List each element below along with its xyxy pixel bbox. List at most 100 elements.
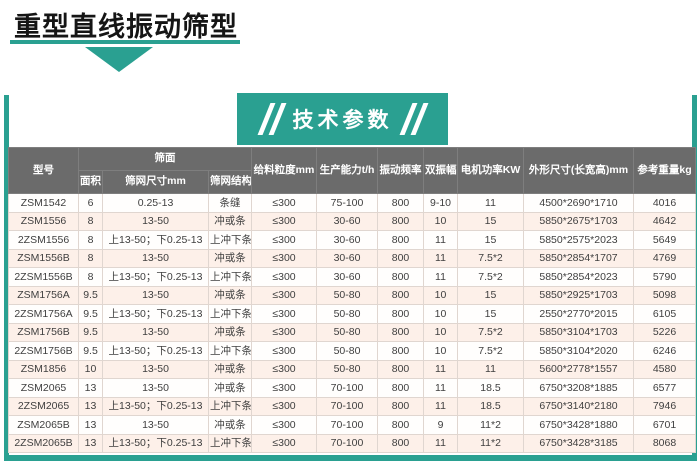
table-cell: 70-100 xyxy=(316,396,378,416)
table-cell: 9 xyxy=(423,415,458,435)
table-cell: 冲或条 xyxy=(208,322,252,342)
table-cell: 10 xyxy=(423,285,458,305)
table-cell: 10 xyxy=(423,304,458,324)
table-cell: 70-100 xyxy=(316,433,378,453)
table-cell: ZSM2065B xyxy=(8,415,79,435)
table-cell: 5850*2675*1703 xyxy=(523,211,634,231)
table-cell: 10 xyxy=(423,211,458,231)
table-cell: ZSM2065 xyxy=(8,378,79,398)
table-cell: 800 xyxy=(377,211,424,231)
table-cell: 6750*3428*1880 xyxy=(523,415,634,435)
table-cell: ZSM1556B xyxy=(8,248,79,268)
table-cell: 18.5 xyxy=(457,396,524,416)
table-row: 2ZSM1556B 8 上13-50；下0.25-13 上冲下条 ≤300 30-60 80… xyxy=(8,267,696,287)
table-cell: 冲或条 xyxy=(208,285,252,305)
table-cell: 800 xyxy=(377,304,424,324)
table-cell: 5649 xyxy=(633,230,696,250)
table-row: ZSM1556 8 13-50 冲或条 ≤300 30-60 800 10 15 5850*267… xyxy=(8,211,696,231)
table-cell: 2ZSM2065B xyxy=(8,433,79,453)
table-cell: 7.5*2 xyxy=(457,267,524,287)
table-cell: 2ZSM1556 xyxy=(8,230,79,250)
table-cell: 9.5 xyxy=(78,322,103,342)
down-arrow-icon xyxy=(85,47,153,72)
header-frequency: 振动频率 xyxy=(377,147,424,194)
table-cell: 上13-50；下0.25-13 xyxy=(102,433,209,453)
table-cell: 5226 xyxy=(633,322,696,342)
table-cell: 11 xyxy=(423,396,458,416)
table-cell: 800 xyxy=(377,285,424,305)
table-cell: 4580 xyxy=(633,359,696,379)
table-cell: 800 xyxy=(377,322,424,342)
table-cell: ≤300 xyxy=(251,285,317,305)
table-cell: 5850*3104*1703 xyxy=(523,322,634,342)
table-cell: ≤300 xyxy=(251,193,317,213)
table-cell: 50-80 xyxy=(316,359,378,379)
table-cell: 11 xyxy=(423,248,458,268)
table-row: ZSM1542 6 0.25-13 条缝 ≤300 75-100 800 9-10 11 4500… xyxy=(8,193,696,213)
header-model: 型号 xyxy=(8,147,79,194)
table-cell: 冲或条 xyxy=(208,211,252,231)
table-row: ZSM1556B 8 13-50 冲或条 ≤300 30-60 800 11 7.5*2 5850… xyxy=(8,248,696,268)
table-cell: 800 xyxy=(377,193,424,213)
header-dimensions: 外形尺寸(长宽高)mm xyxy=(523,147,634,194)
table-cell: 6750*3208*1885 xyxy=(523,378,634,398)
table-cell: 11 xyxy=(457,359,524,379)
table-cell: 上冲下条 xyxy=(208,396,252,416)
table-cell: 13-50 xyxy=(102,322,209,342)
table-cell: 13-50 xyxy=(102,248,209,268)
table-cell: ≤300 xyxy=(251,211,317,231)
table-cell: 50-80 xyxy=(316,285,378,305)
table-cell: 冲或条 xyxy=(208,248,252,268)
table-cell: 7.5*2 xyxy=(457,248,524,268)
table-row: 2ZSM1756A 9.5 上13-50；下0.25-13 上冲下条 ≤300 50-80… xyxy=(8,304,696,324)
header-screen-surface: 筛面 xyxy=(78,147,252,171)
table-cell: 8 xyxy=(78,267,103,287)
table-row: 2ZSM2065B 13 上13-50；下0.25-13 上冲下条 ≤300 70-100… xyxy=(8,433,696,453)
table-row: ZSM2065B 13 13-50 冲或条 ≤300 70-100 800 9 11*2 6750… xyxy=(8,415,696,435)
table-cell: 50-80 xyxy=(316,304,378,324)
table-cell: 6577 xyxy=(633,378,696,398)
table-cell: 9.5 xyxy=(78,304,103,324)
table-cell: 10 xyxy=(423,322,458,342)
table-cell: 上13-50；下0.25-13 xyxy=(102,396,209,416)
table-cell: 30-60 xyxy=(316,211,378,231)
table-cell: ≤300 xyxy=(251,267,317,287)
table-cell: 9.5 xyxy=(78,341,103,361)
table-cell: 13-50 xyxy=(102,378,209,398)
table-cell: 0.25-13 xyxy=(102,193,209,213)
table-cell: 7.5*2 xyxy=(457,341,524,361)
table-cell: 上冲下条 xyxy=(208,267,252,287)
table-cell: 2ZSM1756A xyxy=(8,304,79,324)
table-cell: 30-60 xyxy=(316,248,378,268)
table-cell: 800 xyxy=(377,359,424,379)
table-cell: ZSM1856 xyxy=(8,359,79,379)
table-row: 2ZSM1556 8 上13-50；下0.25-13 上冲下条 ≤300 30-60 800… xyxy=(8,230,696,250)
table-cell: 5850*2854*2023 xyxy=(523,267,634,287)
table-cell: ZSM1556 xyxy=(8,211,79,231)
table-cell: 50-80 xyxy=(316,341,378,361)
table-cell: 800 xyxy=(377,248,424,268)
table-cell: 7.5*2 xyxy=(457,322,524,342)
table-cell: 6105 xyxy=(633,304,696,324)
table-cell: 70-100 xyxy=(316,378,378,398)
table-cell: 9-10 xyxy=(423,193,458,213)
table-cell: 6701 xyxy=(633,415,696,435)
table-cell: ≤300 xyxy=(251,396,317,416)
table-cell: 上冲下条 xyxy=(208,433,252,453)
table-cell: ≤300 xyxy=(251,322,317,342)
table-cell: 10 xyxy=(78,359,103,379)
table-cell: 800 xyxy=(377,230,424,250)
table-cell: 11 xyxy=(423,433,458,453)
table-cell: 8 xyxy=(78,211,103,231)
table-cell: 10 xyxy=(423,341,458,361)
table-cell: 4016 xyxy=(633,193,696,213)
table-cell: 13 xyxy=(78,433,103,453)
table-cell: ZSM1756A xyxy=(8,285,79,305)
table-cell: ≤300 xyxy=(251,378,317,398)
slash-decoration-right-icon xyxy=(399,103,428,135)
table-cell: ≤300 xyxy=(251,433,317,453)
header-capacity: 生产能力t/h xyxy=(316,147,378,194)
table-cell: 4500*2690*1710 xyxy=(523,193,634,213)
table-cell: 8 xyxy=(78,248,103,268)
table-cell: ≤300 xyxy=(251,304,317,324)
